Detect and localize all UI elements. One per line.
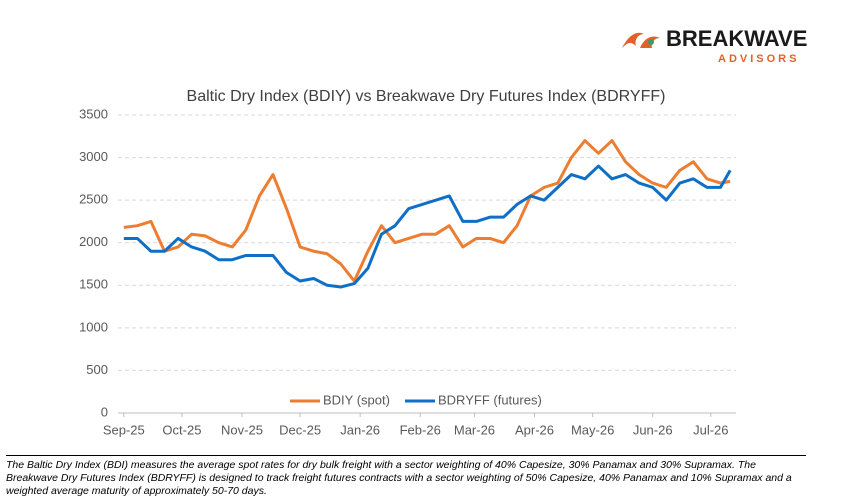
- chart-title: Baltic Dry Index (BDIY) vs Breakwave Dry…: [187, 88, 666, 105]
- y-tick-label: 2000: [79, 234, 108, 249]
- x-tick-label: May-26: [571, 422, 614, 437]
- x-tick-label: Oct-25: [162, 422, 201, 437]
- legend-label: BDIY (spot): [323, 392, 390, 407]
- y-tick-label: 1500: [79, 277, 108, 292]
- y-tick-label: 0: [101, 404, 108, 419]
- chart: BREAKWAVE ADVISORS Baltic Dry Index (BDI…: [79, 26, 807, 438]
- y-tick-label: 3000: [79, 149, 108, 164]
- x-tick-label: Feb-26: [400, 422, 441, 437]
- footnote: The Baltic Dry Index (BDI) measures the …: [6, 455, 806, 498]
- y-tick-label: 3500: [79, 106, 108, 121]
- x-tick-label: Jul-26: [693, 422, 728, 437]
- y-tick-label: 500: [86, 362, 108, 377]
- series-line: [123, 139, 731, 283]
- x-tick-label: Apr-26: [515, 422, 554, 437]
- x-tick-label: Dec-25: [279, 422, 321, 437]
- series-line: [123, 164, 732, 289]
- logo-dot: [648, 39, 654, 45]
- logo-wave: [622, 32, 644, 48]
- y-tick-label: 2500: [79, 192, 108, 207]
- y-tick-label: 1000: [79, 319, 108, 334]
- logo-name: BREAKWAVE: [666, 26, 807, 51]
- logo: BREAKWAVE ADVISORS: [622, 26, 807, 65]
- legend-label: BDRYFF (futures): [438, 392, 542, 407]
- x-tick-label: Mar-26: [454, 422, 495, 437]
- logo-subtitle: ADVISORS: [718, 53, 799, 65]
- x-tick-label: Sep-25: [103, 422, 145, 437]
- x-tick-label: Jan-26: [340, 422, 380, 437]
- x-tick-label: Jun-26: [633, 422, 673, 437]
- x-tick-label: Nov-25: [221, 422, 263, 437]
